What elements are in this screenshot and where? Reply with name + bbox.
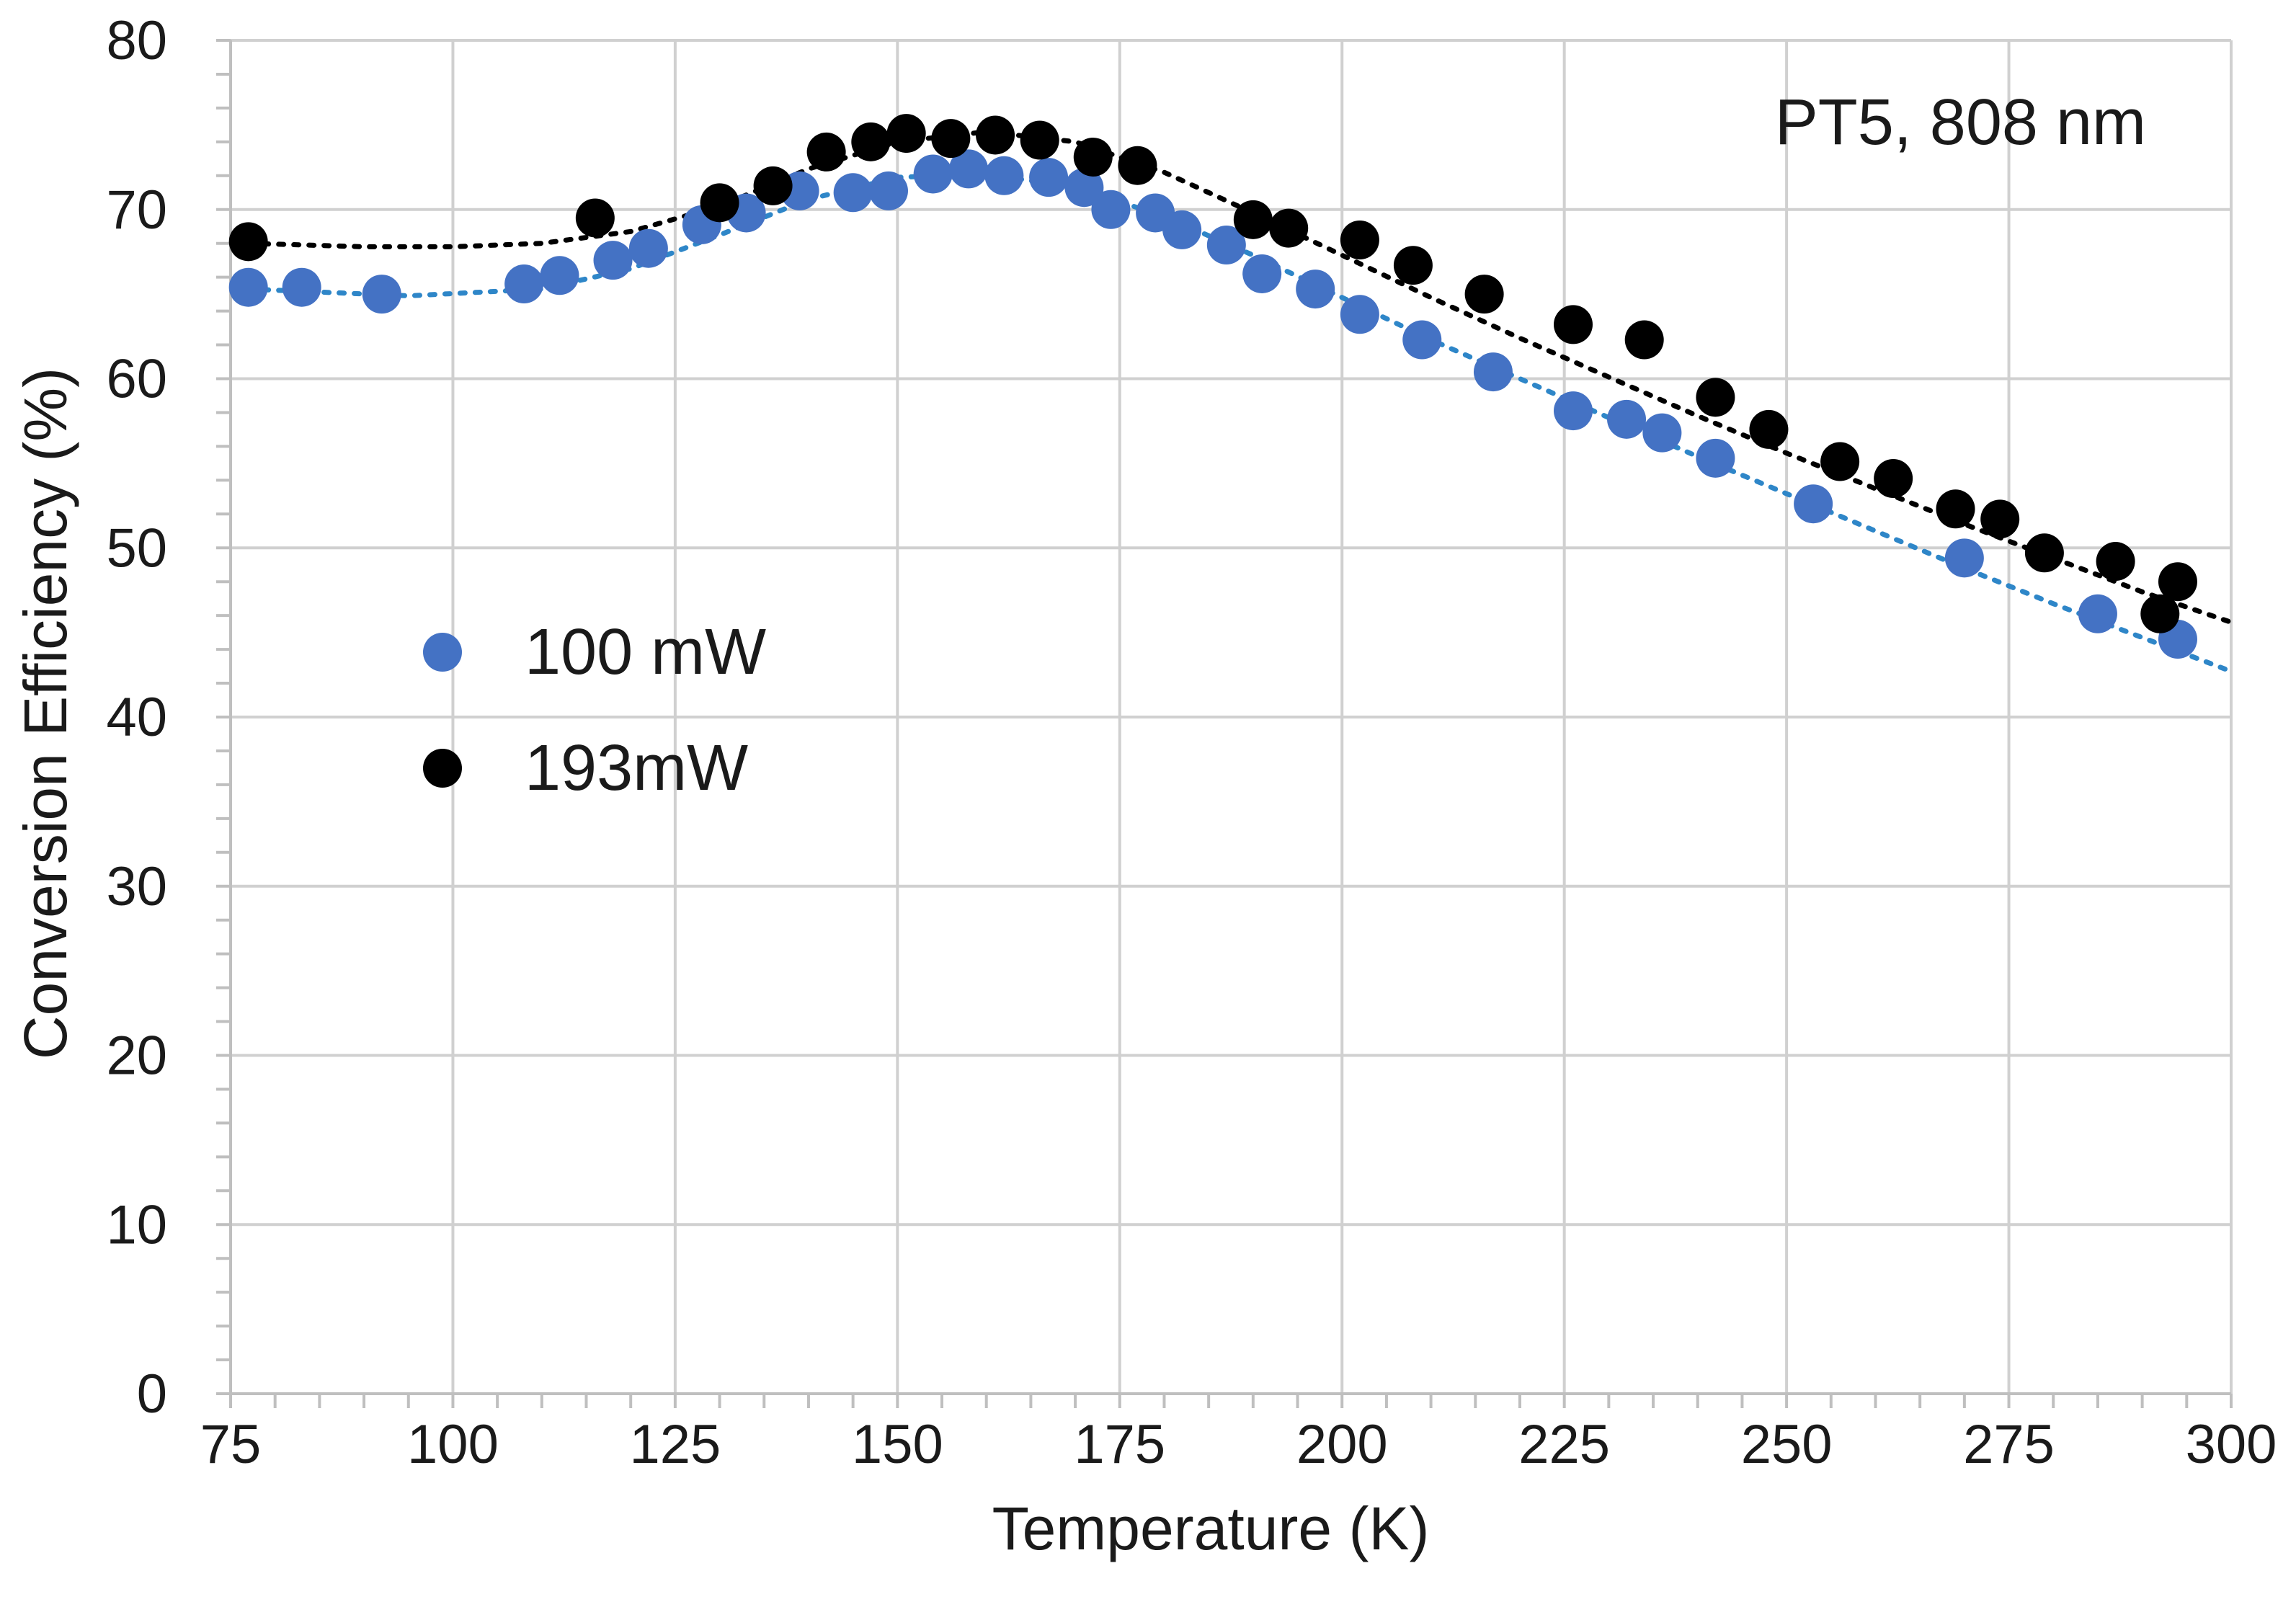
data-point-series-0 xyxy=(913,154,953,194)
data-point-series-0 xyxy=(228,267,268,307)
y-tick-label: 80 xyxy=(106,10,167,71)
data-point-series-1 xyxy=(575,198,615,238)
data-point-series-1 xyxy=(1624,320,1664,360)
data-point-series-1 xyxy=(1554,305,1593,344)
data-point-series-1 xyxy=(1233,200,1273,239)
data-point-series-1 xyxy=(1749,409,1789,449)
data-point-series-1 xyxy=(1936,489,1975,529)
x-axis-title: Temperature (K) xyxy=(992,1495,1430,1562)
data-point-series-1 xyxy=(753,166,793,205)
data-point-series-1 xyxy=(1020,120,1059,160)
legend: 100 mW 193mW xyxy=(423,616,766,804)
data-point-series-1 xyxy=(700,183,739,223)
data-point-series-0 xyxy=(1162,210,1202,249)
data-point-series-0 xyxy=(1091,190,1131,229)
y-tick-label: 60 xyxy=(106,349,167,410)
data-point-series-0 xyxy=(362,275,401,314)
y-tick-labels: 0 10 20 30 40 50 60 70 80 xyxy=(106,10,167,1425)
data-point-series-0 xyxy=(1794,484,1833,524)
data-point-series-1 xyxy=(2158,562,2197,602)
x-tick-label: 275 xyxy=(1963,1414,2055,1475)
data-point-series-1 xyxy=(1820,442,1860,481)
data-point-series-0 xyxy=(1402,320,1442,360)
chart-annotation: PT5, 808 nm xyxy=(1775,86,2146,159)
x-tick-label: 100 xyxy=(407,1414,499,1475)
x-tick-label: 250 xyxy=(1741,1414,1833,1475)
data-point-series-1 xyxy=(851,122,891,161)
x-tick-label: 300 xyxy=(2186,1414,2277,1475)
x-tick-label: 150 xyxy=(852,1414,943,1475)
data-point-series-0 xyxy=(1944,538,1984,578)
data-point-series-1 xyxy=(886,114,926,153)
data-point-series-0 xyxy=(1642,413,1682,453)
y-tick-label: 30 xyxy=(106,856,167,917)
y-axis-title: Conversion Efficiency (%) xyxy=(12,368,79,1059)
data-point-series-0 xyxy=(1206,226,1246,265)
y-tick-label: 0 xyxy=(137,1363,167,1425)
data-point-series-0 xyxy=(1296,270,1335,309)
legend-marker-100mw xyxy=(423,633,462,672)
data-point-series-1 xyxy=(2140,594,2180,633)
data-point-series-0 xyxy=(868,171,908,210)
y-tick-label: 40 xyxy=(106,687,167,748)
x-tick-label: 175 xyxy=(1074,1414,1165,1475)
legend-label-100mw: 100 mW xyxy=(525,616,766,688)
data-point-series-0 xyxy=(2078,594,2117,633)
legend-marker-193mw xyxy=(423,749,462,788)
data-point-series-0 xyxy=(282,267,321,307)
data-point-series-0 xyxy=(1242,254,1282,293)
x-tick-label: 225 xyxy=(1518,1414,1610,1475)
data-point-series-1 xyxy=(1269,208,1309,248)
data-point-series-1 xyxy=(2096,542,2135,582)
data-point-series-0 xyxy=(949,149,989,189)
data-point-series-1 xyxy=(931,119,971,159)
data-point-series-0 xyxy=(1607,399,1647,439)
data-point-series-1 xyxy=(1464,275,1504,314)
data-point-series-0 xyxy=(1554,391,1593,431)
data-point-series-0 xyxy=(1064,168,1104,208)
x-tick-labels: 75 100 125 150 175 200 225 250 275 300 xyxy=(200,1414,2277,1475)
y-tick-label: 70 xyxy=(106,179,167,241)
data-point-series-0 xyxy=(1473,352,1513,392)
x-tick-label: 75 xyxy=(200,1414,262,1475)
y-tick-label: 20 xyxy=(106,1025,167,1087)
data-point-series-1 xyxy=(1340,221,1379,260)
data-point-series-1 xyxy=(1980,499,2020,539)
data-point-series-1 xyxy=(1874,459,1913,499)
data-point-series-0 xyxy=(1029,158,1069,197)
y-tick-label: 10 xyxy=(106,1194,167,1255)
data-point-series-1 xyxy=(1118,146,1157,185)
data-point-series-0 xyxy=(833,173,873,213)
y-tick-label: 50 xyxy=(106,517,167,579)
data-point-series-0 xyxy=(593,241,633,280)
data-point-series-0 xyxy=(984,156,1024,195)
data-point-series-0 xyxy=(628,228,668,268)
data-point-series-1 xyxy=(228,222,268,262)
x-tick-label: 125 xyxy=(629,1414,721,1475)
data-point-series-1 xyxy=(806,132,846,172)
data-point-series-0 xyxy=(504,264,544,304)
axes xyxy=(216,39,2233,1408)
legend-label-193mw: 193mW xyxy=(525,732,748,804)
data-point-series-1 xyxy=(1393,246,1433,285)
data-points xyxy=(228,114,2197,659)
grid-lines xyxy=(231,39,2233,1394)
data-point-series-1 xyxy=(1073,137,1113,177)
data-point-series-0 xyxy=(1340,295,1379,334)
data-point-series-1 xyxy=(2024,533,2064,573)
data-point-series-0 xyxy=(540,256,579,295)
data-point-series-1 xyxy=(976,115,1015,155)
data-point-series-1 xyxy=(1696,378,1735,417)
x-tick-label: 200 xyxy=(1296,1414,1388,1475)
data-point-series-0 xyxy=(1696,438,1735,478)
